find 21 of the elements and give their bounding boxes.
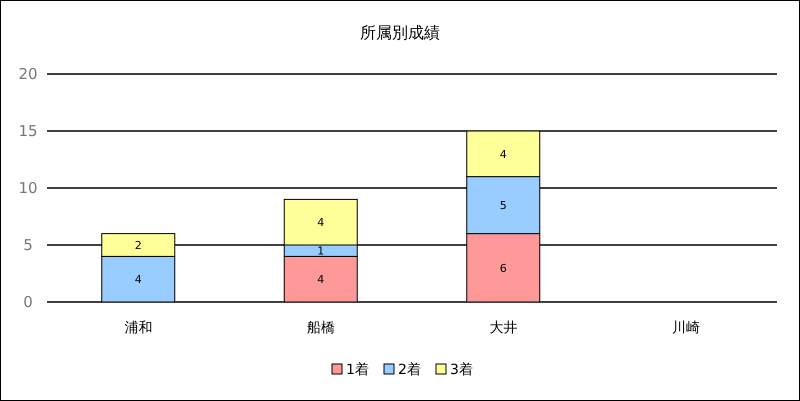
legend-label: 2着 <box>398 362 421 378</box>
data-label: 4 <box>317 273 324 286</box>
legend-label: 1着 <box>346 362 369 378</box>
chart-title: 所属別成績 <box>360 23 440 42</box>
data-label: 4 <box>500 148 507 161</box>
data-label: 1 <box>317 244 324 258</box>
legend-label: 3着 <box>450 362 473 378</box>
data-label: 4 <box>317 216 324 230</box>
y-tick-label: 0 <box>23 293 33 311</box>
data-label: 6 <box>500 262 507 275</box>
y-tick-label: 20 <box>18 65 38 83</box>
y-tick-label: 5 <box>23 236 33 254</box>
data-label: 5 <box>500 199 507 212</box>
y-tick-label: 15 <box>18 122 38 140</box>
data-label: 2 <box>134 239 142 252</box>
x-tick-label: 船橋 <box>306 320 335 336</box>
x-tick-label: 浦和 <box>124 320 152 336</box>
data-label: 4 <box>134 273 142 286</box>
x-tick-label: 大井 <box>489 320 518 336</box>
x-tick-label: 川崎 <box>672 320 700 336</box>
y-tick-label: 10 <box>18 179 38 197</box>
